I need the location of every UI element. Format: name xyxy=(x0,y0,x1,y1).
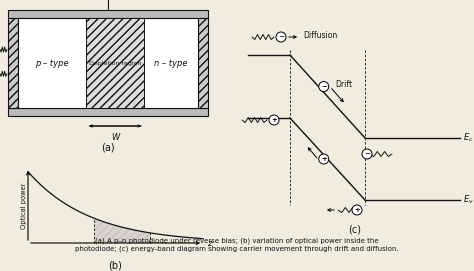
Circle shape xyxy=(362,149,372,159)
Text: $E_v$: $E_v$ xyxy=(463,194,474,206)
Text: (b): (b) xyxy=(109,261,122,271)
Text: Diffusion: Diffusion xyxy=(303,31,337,40)
Text: −: − xyxy=(278,34,284,40)
Text: p – type: p – type xyxy=(36,59,69,67)
Text: z: z xyxy=(207,238,211,247)
Bar xyxy=(8,10,208,18)
Circle shape xyxy=(352,205,362,215)
Text: −: − xyxy=(321,83,327,89)
Bar xyxy=(86,18,144,108)
Text: Depletion region: Depletion region xyxy=(89,60,141,66)
Text: +: + xyxy=(321,156,327,162)
Text: −: − xyxy=(364,151,370,157)
Circle shape xyxy=(269,115,279,125)
Text: $E_c$: $E_c$ xyxy=(463,132,474,144)
Bar xyxy=(18,18,198,108)
Text: (c): (c) xyxy=(348,225,362,235)
Circle shape xyxy=(319,82,329,92)
Bar xyxy=(8,18,18,108)
Text: Optical power: Optical power xyxy=(21,182,27,229)
Text: n – type: n – type xyxy=(154,59,188,67)
Text: Drift: Drift xyxy=(336,80,353,89)
Circle shape xyxy=(319,154,329,164)
Text: (a) A p–n photodiode under reverse bias; (b) variation of optical power inside t: (a) A p–n photodiode under reverse bias;… xyxy=(75,238,399,252)
Bar xyxy=(198,18,208,108)
Circle shape xyxy=(276,32,286,42)
Text: W: W xyxy=(111,133,119,142)
Text: (a): (a) xyxy=(101,142,115,152)
Text: +: + xyxy=(271,117,277,123)
Bar xyxy=(8,108,208,116)
Text: +: + xyxy=(354,207,360,213)
